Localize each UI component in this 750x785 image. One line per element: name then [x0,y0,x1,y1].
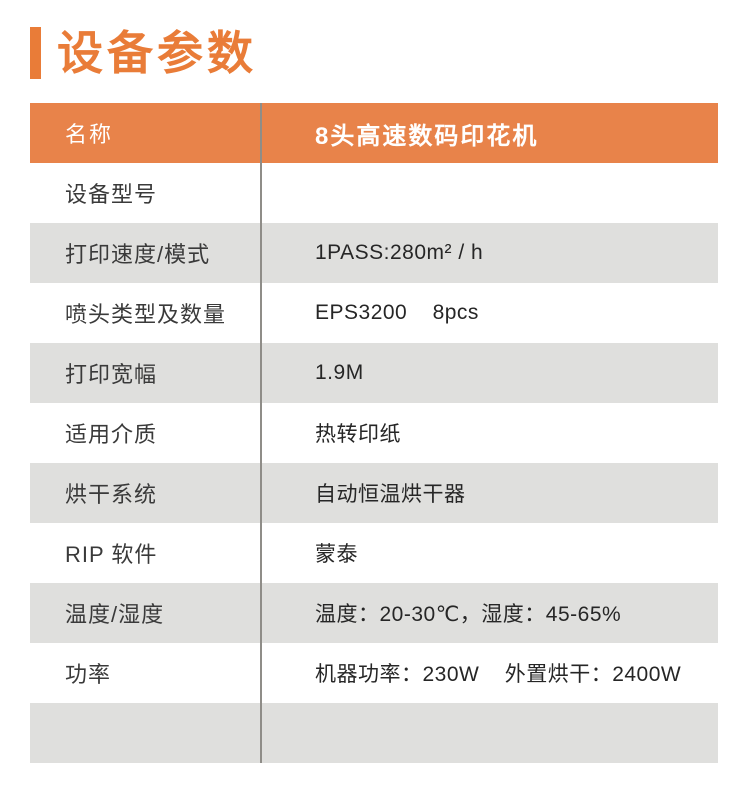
table-row: 喷头类型及数量 EPS3200 8pcs [30,283,718,343]
row-label-cell: 温度/湿度 [30,583,262,643]
row-value-cell [262,163,718,223]
row-label: 烘干系统 [65,482,158,507]
row-label-cell: 喷头类型及数量 [30,283,262,343]
table-row: 烘干系统 自动恒温烘干器 [30,463,718,523]
row-value: EPS3200 8pcs [315,301,479,324]
row-label: 功率 [65,662,112,687]
row-label-cell: 功率 [30,643,262,703]
section-title: 设备参数 [30,24,257,82]
title-accent-bar [30,27,41,79]
table-header-row: 名称 8头高速数码印花机 [30,103,718,163]
row-label-cell: 打印宽幅 [30,343,262,403]
row-value-cell: 蒙泰 [262,523,718,583]
row-label: 温度/湿度 [65,602,165,627]
row-value-cell [262,703,718,763]
row-label: 打印宽幅 [65,362,158,387]
table-row: 打印速度/模式 1PASS:280m² / h [30,223,718,283]
row-value: 温度：20-30℃，湿度：45-65% [315,603,622,626]
spec-table: 名称 8头高速数码印花机 设备型号 打印速度/模式 1PASS:280m² / … [30,103,718,763]
page-title: 设备参数 [57,27,257,79]
table-row: 打印宽幅 1.9M [30,343,718,403]
table-row: 适用介质 热转印纸 [30,403,718,463]
row-label: 适用介质 [65,422,158,447]
row-label-cell: 烘干系统 [30,463,262,523]
row-value: 自动恒温烘干器 [315,483,466,506]
row-label: 打印速度/模式 [65,242,211,267]
row-value-cell: 热转印纸 [262,403,718,463]
table-row: 设备型号 [30,163,718,223]
row-value: 热转印纸 [315,423,401,446]
table-row [30,703,718,763]
header-value-cell: 8头高速数码印花机 [262,103,718,163]
table-row: 温度/湿度 温度：20-30℃，湿度：45-65% [30,583,718,643]
row-value: 1PASS:280m² / h [315,241,484,264]
row-label-cell [30,703,262,763]
row-value-cell: 温度：20-30℃，湿度：45-65% [262,583,718,643]
row-label-cell: 打印速度/模式 [30,223,262,283]
row-label: 设备型号 [65,182,158,207]
row-value: 1.9M [315,361,364,384]
row-value-cell: 1PASS:280m² / h [262,223,718,283]
row-value: 蒙泰 [315,543,358,566]
row-value-cell: 1.9M [262,343,718,403]
row-label: 喷头类型及数量 [65,302,227,327]
row-label: RIP 软件 [65,542,158,567]
header-value: 8头高速数码印花机 [315,122,539,150]
table-row: RIP 软件 蒙泰 [30,523,718,583]
row-value: 机器功率：230W 外置烘干：2400W [315,663,682,686]
header-label: 名称 [65,122,114,147]
row-label-cell: 适用介质 [30,403,262,463]
row-label-cell: RIP 软件 [30,523,262,583]
row-label-cell: 设备型号 [30,163,262,223]
header-label-cell: 名称 [30,103,262,163]
row-value-cell: 机器功率：230W 外置烘干：2400W [262,643,718,703]
row-value-cell: 自动恒温烘干器 [262,463,718,523]
row-value-cell: EPS3200 8pcs [262,283,718,343]
table-row: 功率 机器功率：230W 外置烘干：2400W [30,643,718,703]
